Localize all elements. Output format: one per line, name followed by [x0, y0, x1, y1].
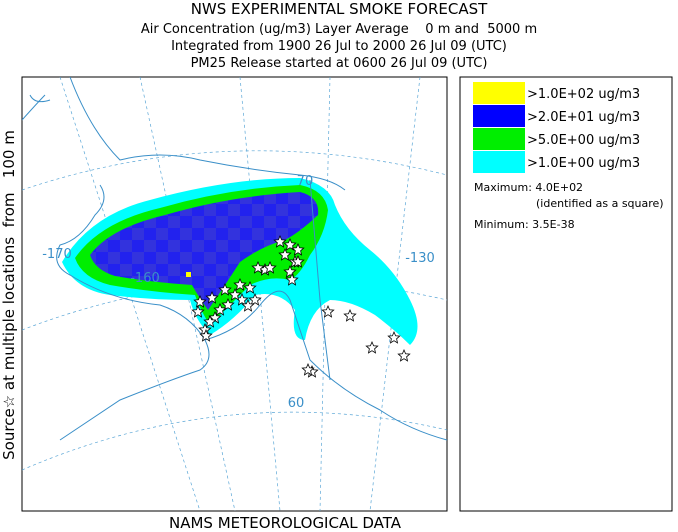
- legend-label: >2.0E+01 ug/m3: [527, 110, 640, 125]
- source-star: [199, 328, 213, 342]
- source-star: [221, 297, 235, 311]
- source-star: [283, 264, 297, 278]
- source-star: [213, 302, 227, 316]
- maximum: Maximum: 4.0E+02: [474, 181, 583, 194]
- source-star: [218, 282, 232, 296]
- subtitle: PM25 Release started at 0600 26 Jul 09 (…: [191, 56, 488, 71]
- legend-swatch: [473, 82, 525, 104]
- source-star: [365, 340, 379, 354]
- source-star: [301, 362, 315, 376]
- map-label: -160: [130, 271, 160, 286]
- footer: NAMS METEOROLOGICAL DATA: [169, 514, 402, 532]
- source-star: [291, 242, 305, 256]
- map-label: 60: [288, 396, 305, 411]
- source-star: [228, 287, 242, 301]
- map: [22, 77, 447, 511]
- map-label: -170: [42, 247, 72, 262]
- source-star: [241, 298, 255, 312]
- source-star: [343, 308, 357, 322]
- minimum: Minimum: 3.5E-38: [474, 218, 575, 231]
- legend-panel: [459, 76, 673, 512]
- source-stars: [191, 234, 411, 378]
- source-star: [283, 237, 297, 251]
- legend: >1.0E+02 ug/m3 >2.0E+01 ug/m3 >5.0E+00 ug/…: [473, 82, 640, 173]
- source-star: [321, 304, 335, 318]
- maximum-note: (identified as a square): [536, 197, 664, 210]
- source-star: [387, 330, 401, 344]
- legend-label: >1.0E+00 ug/m3: [527, 156, 640, 171]
- title: NWS EXPERIMENTAL SMOKE FORECAST: [191, 0, 488, 18]
- legend-swatch: [473, 128, 525, 150]
- subtitle: Air Concentration (ug/m3) Layer Average …: [141, 22, 537, 37]
- coastline: [22, 77, 447, 441]
- legend-swatch: [473, 105, 525, 127]
- source-star: [243, 280, 257, 294]
- plume-yellow: [186, 272, 191, 277]
- source-star: [278, 247, 292, 261]
- source-star: [285, 272, 299, 286]
- source-star: [251, 260, 265, 274]
- source-star: [191, 304, 205, 318]
- source-star: [291, 254, 305, 268]
- map-label: 70: [297, 174, 314, 189]
- plume-blue: [90, 192, 319, 310]
- legend-label: >1.0E+02 ug/m3: [527, 87, 640, 102]
- source-star: [248, 292, 262, 306]
- source-star: [233, 277, 247, 291]
- source-star: [273, 234, 287, 248]
- legend-label: >5.0E+00 ug/m3: [527, 133, 640, 148]
- map-label: -130: [405, 251, 435, 266]
- source-label: Source☆ at multiple locations from 100 m: [0, 130, 18, 460]
- source-star: [397, 348, 411, 362]
- source-star: [193, 294, 207, 308]
- legend-swatch: [473, 151, 525, 173]
- subtitle: Integrated from 1900 26 Jul to 2000 26 J…: [171, 39, 507, 54]
- source-star: [203, 314, 217, 328]
- source-star: [205, 290, 219, 304]
- source-star: [263, 260, 277, 274]
